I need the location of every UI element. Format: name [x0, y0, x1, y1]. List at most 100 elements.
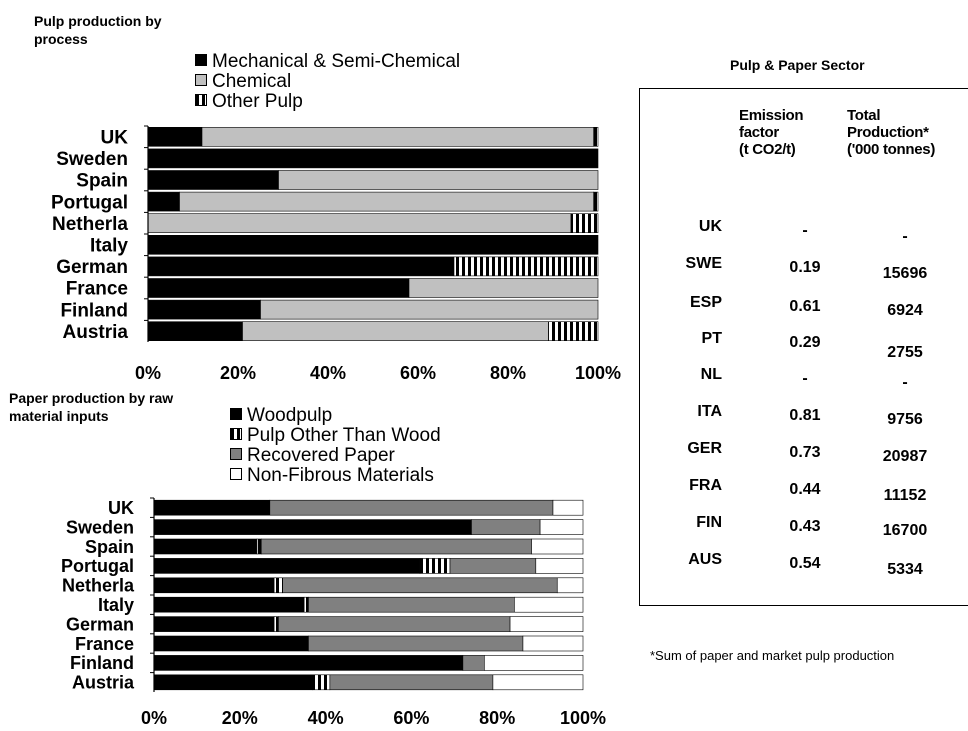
bar-italy-recovered-paper	[308, 596, 515, 613]
row-country-fin: FIN	[696, 514, 722, 531]
row-total-production: 9756	[887, 411, 923, 428]
bar-netherla-woodpulp	[153, 577, 275, 594]
legend-label: Non-Fibrous Materials	[247, 465, 434, 486]
x-tick-label: 80%	[490, 363, 526, 383]
bar-uk-woodpulp	[153, 499, 271, 516]
header-production-line2: Production*	[847, 124, 929, 141]
bar-finland-non-fibrous-materials	[484, 655, 584, 671]
bar-austria-recovered-paper	[329, 674, 494, 691]
bar-finland-recovered-paper	[462, 655, 485, 671]
category-label-france: France	[66, 279, 128, 300]
header-production-line1: Total	[847, 107, 881, 124]
x-tick-label: 0%	[135, 363, 161, 383]
row-emission-factor: -	[802, 222, 808, 239]
category-label-portugal: Portugal	[51, 192, 128, 213]
legend-label: Pulp Other Than Wood	[247, 425, 441, 446]
bar-spain-pulp-other-than-wood	[256, 538, 262, 555]
row-total-production: 15696	[882, 265, 928, 282]
bar-sweden-woodpulp	[153, 519, 472, 535]
category-label-austria: Austria	[72, 673, 135, 693]
bar-italy-pulp-other-than-wood	[303, 596, 309, 613]
legend-swatch	[230, 428, 242, 440]
header-total-production: Total Production* ('000 tonnes)	[847, 107, 935, 158]
bar-german-recovered-paper	[278, 616, 511, 632]
category-label-france: France	[75, 634, 134, 654]
x-tick-label: 80%	[479, 708, 515, 728]
bar-italy-woodpulp	[153, 596, 305, 613]
pulp-chart-title-line1: Pulp production by	[34, 13, 162, 29]
legend-swatch	[230, 468, 242, 480]
bar-france-recovered-paper	[308, 635, 524, 652]
paper-chart-title: Paper production by raw material inputs	[9, 389, 173, 425]
row-country-nl: NL	[700, 366, 722, 383]
row-country-pt: PT	[701, 330, 722, 347]
bar-german-woodpulp	[153, 616, 275, 632]
bar-sweden-recovered-paper	[471, 519, 541, 535]
bar-portugal-other-pulp	[593, 191, 599, 212]
row-country-uk: UK	[698, 218, 722, 235]
legend-swatch	[195, 54, 207, 66]
row-emission-factor: 0.54	[789, 555, 821, 572]
bar-france-mechanical-semi-chemical	[147, 278, 410, 298]
row-country-esp: ESP	[689, 294, 722, 311]
emissions-table	[639, 88, 968, 606]
bar-austria-other-pulp	[548, 321, 599, 341]
row-emission-factor: 0.29	[789, 334, 821, 351]
paper-production-chart: UKSwedenSpainPortugalNetherlaItalyGerman…	[61, 497, 606, 728]
category-label-finland: Finland	[60, 300, 128, 321]
bar-portugal-woodpulp	[153, 558, 421, 574]
bar-finland-mechanical-semi-chemical	[147, 299, 261, 320]
legend-label: Other Pulp	[212, 91, 303, 112]
row-total-production: 2755	[887, 344, 923, 361]
x-tick-label: 60%	[393, 708, 429, 728]
legend-item-chemical: Chemical	[195, 72, 291, 91]
bar-netherla-chemical	[147, 213, 572, 233]
bar-german-pulp-other-than-wood	[273, 616, 279, 632]
row-total-production: 16700	[882, 522, 928, 539]
row-total-production: 11152	[883, 487, 927, 504]
bar-german-other-pulp	[453, 256, 599, 277]
bar-austria-chemical	[242, 321, 549, 341]
bar-portugal-mechanical-semi-chemical	[147, 191, 180, 212]
bar-spain-non-fibrous-materials	[531, 538, 584, 555]
category-label-portugal: Portugal	[61, 556, 134, 576]
category-label-sweden: Sweden	[56, 149, 128, 170]
bar-france-chemical	[408, 278, 599, 298]
header-production-line3: ('000 tonnes)	[847, 141, 936, 158]
bar-netherla-recovered-paper	[282, 577, 558, 594]
bar-uk-recovered-paper	[269, 499, 554, 516]
x-tick-label: 60%	[400, 363, 436, 383]
legend-item-woodpulp: Woodpulp	[230, 406, 332, 425]
bar-france-non-fibrous-materials	[522, 635, 584, 652]
legend-label: Mechanical & Semi-Chemical	[212, 51, 461, 72]
header-emission-line3: (t CO2/t)	[739, 141, 796, 158]
x-tick-label: 40%	[310, 363, 346, 383]
bar-portugal-chemical	[179, 191, 594, 212]
bar-spain-woodpulp	[153, 538, 258, 555]
row-emission-factor: 0.73	[789, 444, 821, 461]
row-emission-factor: 0.19	[789, 259, 821, 276]
header-emission-line2: factor	[739, 124, 779, 141]
legend-label: Chemical	[212, 71, 292, 92]
x-tick-label: 0%	[141, 708, 167, 728]
category-label-spain: Spain	[76, 171, 128, 192]
row-country-swe: SWE	[685, 255, 722, 272]
x-tick-label: 100%	[575, 363, 621, 383]
row-total-production: 6924	[887, 302, 923, 319]
row-total-production: 20987	[882, 448, 928, 465]
bar-finland-chemical	[260, 299, 599, 320]
bar-austria-pulp-other-than-wood	[312, 674, 331, 691]
bar-uk-chemical	[201, 127, 594, 147]
category-label-netherla: Netherla	[52, 214, 128, 235]
bar-netherla-other-pulp	[570, 213, 599, 233]
bar-portugal-pulp-other-than-wood	[419, 558, 451, 574]
row-country-ger: GER	[687, 440, 722, 457]
bar-france-woodpulp	[153, 635, 309, 652]
bar-sweden-mechanical-semi-chemical	[147, 148, 599, 169]
bar-portugal-recovered-paper	[449, 558, 537, 574]
legend-item-non-fibrous-materials: Non-Fibrous Materials	[230, 466, 434, 485]
bar-netherla-non-fibrous-materials	[556, 577, 584, 594]
category-label-italy: Italy	[90, 235, 128, 256]
bar-netherla-pulp-other-than-wood	[273, 577, 283, 594]
x-tick-label: 20%	[220, 363, 256, 383]
